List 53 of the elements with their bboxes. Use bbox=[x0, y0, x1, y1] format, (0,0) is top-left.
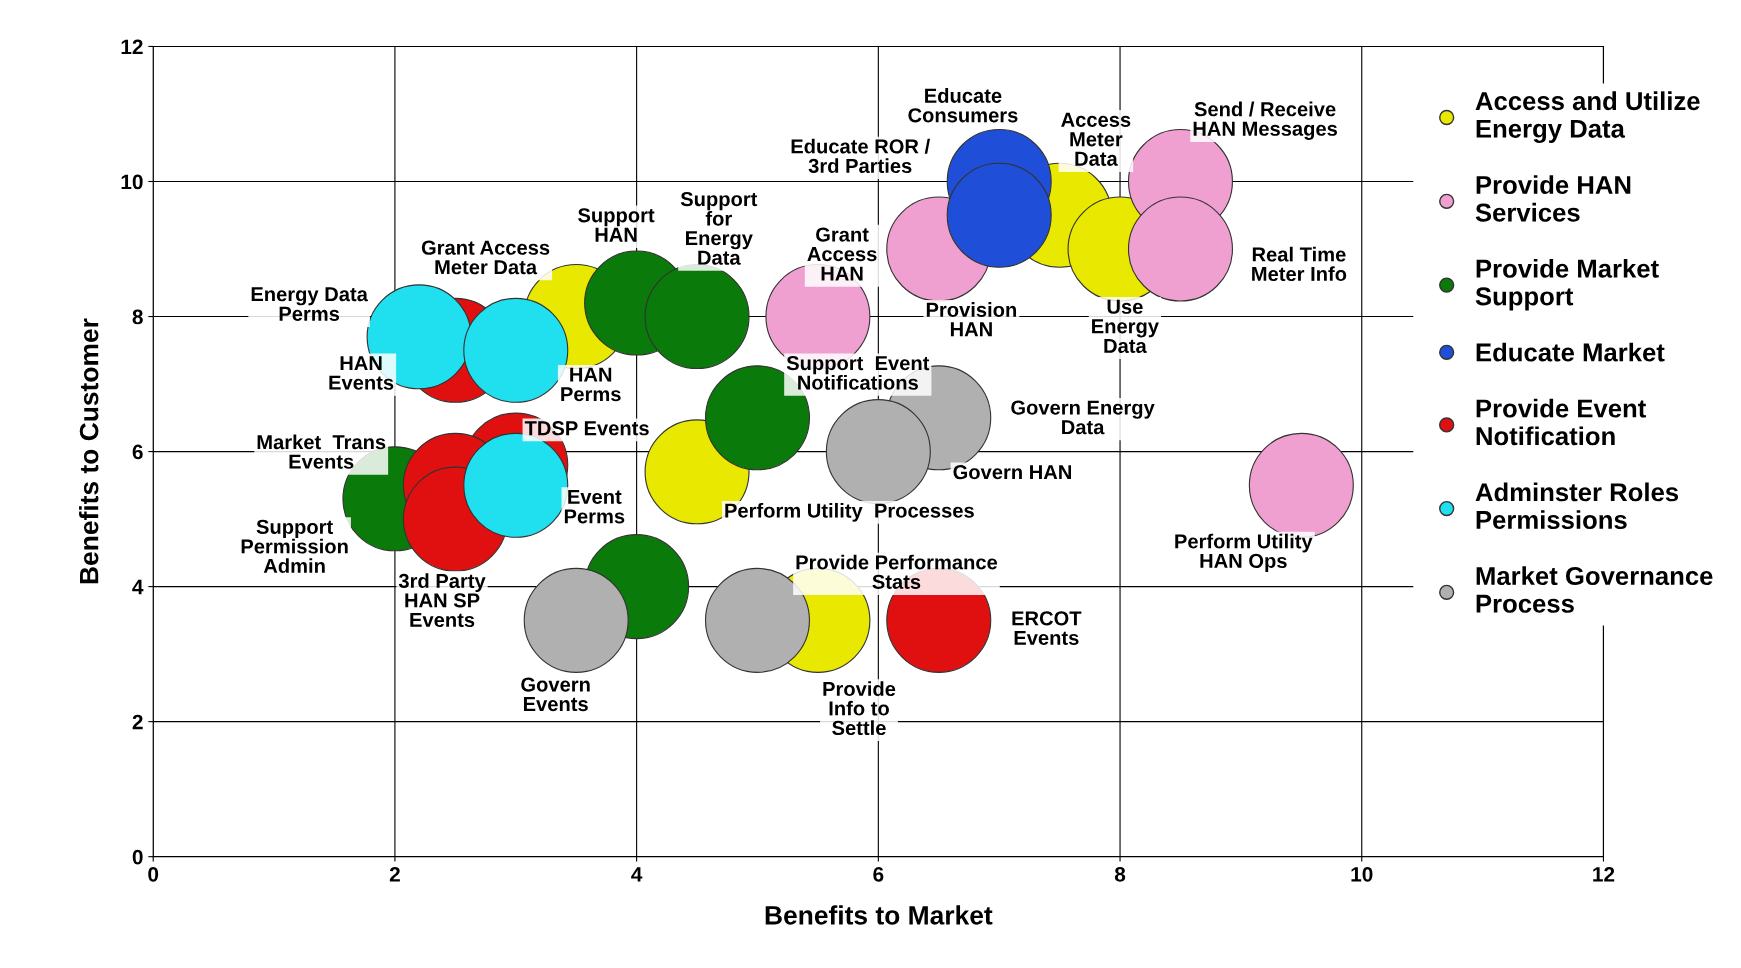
annotation: Provide Info to Settle bbox=[823, 681, 896, 736]
y-tick-label: 10 bbox=[121, 174, 143, 190]
annotation: ERCOT Events bbox=[1012, 611, 1082, 645]
annotation: Govern Events bbox=[521, 677, 590, 712]
x-tick-label: 2 bbox=[389, 866, 400, 882]
point bbox=[946, 162, 1052, 268]
y-tick-label: 2 bbox=[132, 714, 143, 730]
annotation: Support for Energy Data bbox=[680, 191, 758, 265]
annotation: Grant Access Meter Data bbox=[421, 240, 550, 275]
annotation: Govern HAN bbox=[953, 465, 1071, 480]
annotation: Educate Consumers bbox=[908, 88, 1018, 123]
annotation: Provide Performance Stats bbox=[796, 554, 998, 589]
x-tick-label: 8 bbox=[1114, 866, 1126, 882]
legend-label: Educate Market bbox=[1476, 342, 1665, 362]
y-tick-label: 8 bbox=[132, 309, 143, 325]
y-tick-label: 12 bbox=[121, 39, 143, 55]
y-axis-title: Benefits to Customer bbox=[79, 318, 99, 584]
annotation: Educate ROR / 3rd Parties bbox=[791, 138, 930, 174]
annotation: Perform Utility HAN Ops bbox=[1175, 533, 1313, 572]
y-tick-label: 6 bbox=[132, 444, 143, 460]
annotation: Govern Energy Data bbox=[1011, 400, 1155, 435]
annotation: Event Perms bbox=[564, 489, 625, 524]
x-tick-label: 6 bbox=[873, 866, 884, 882]
annotation: Energy Data Perms bbox=[251, 287, 368, 321]
point bbox=[523, 567, 629, 673]
annotation: Use Energy Data bbox=[1092, 299, 1159, 353]
annotation: Market Trans Events bbox=[257, 434, 386, 469]
annotation: TDSP Events bbox=[524, 421, 649, 436]
annotation: HAN Events bbox=[329, 356, 394, 390]
y-tick-label: 4 bbox=[132, 579, 144, 595]
legend-label: Access and Utilize Energy Data bbox=[1475, 91, 1700, 144]
annotation: 3rd Party HAN SP Events bbox=[398, 573, 486, 628]
x-tick-label: 10 bbox=[1351, 866, 1373, 882]
annotation: Support HAN bbox=[578, 208, 655, 242]
annotation: Provision HAN bbox=[926, 302, 1017, 337]
legend-label: Adminster Roles Permissions bbox=[1475, 482, 1679, 530]
x-tick-label: 12 bbox=[1593, 866, 1615, 882]
annotation: Real Time Meter Info bbox=[1252, 246, 1347, 282]
x-axis-title: Benefits to Market bbox=[765, 905, 993, 925]
legend-label: Market Governance Process bbox=[1476, 566, 1713, 613]
legend-label: Provide Event Notification bbox=[1476, 398, 1646, 446]
annotation: Send / Receive HAN Messages bbox=[1193, 101, 1337, 140]
annotation: Perform Utility Processes bbox=[725, 502, 974, 522]
annotation: Grant Access HAN bbox=[807, 227, 877, 281]
legend-label: Provide HAN Services bbox=[1475, 175, 1631, 222]
annotation: Access Meter Data bbox=[1061, 112, 1131, 166]
legend-label: Provide Market Support bbox=[1475, 258, 1659, 311]
annotation: Support Event Notifications bbox=[786, 356, 930, 390]
x-tick-label: 4 bbox=[631, 867, 643, 882]
y-tick-label: 0 bbox=[132, 849, 143, 865]
annotation: Support Permission Admin bbox=[241, 519, 348, 574]
x-tick-label: 0 bbox=[148, 866, 159, 882]
annotation: HAN Perms bbox=[561, 367, 621, 402]
